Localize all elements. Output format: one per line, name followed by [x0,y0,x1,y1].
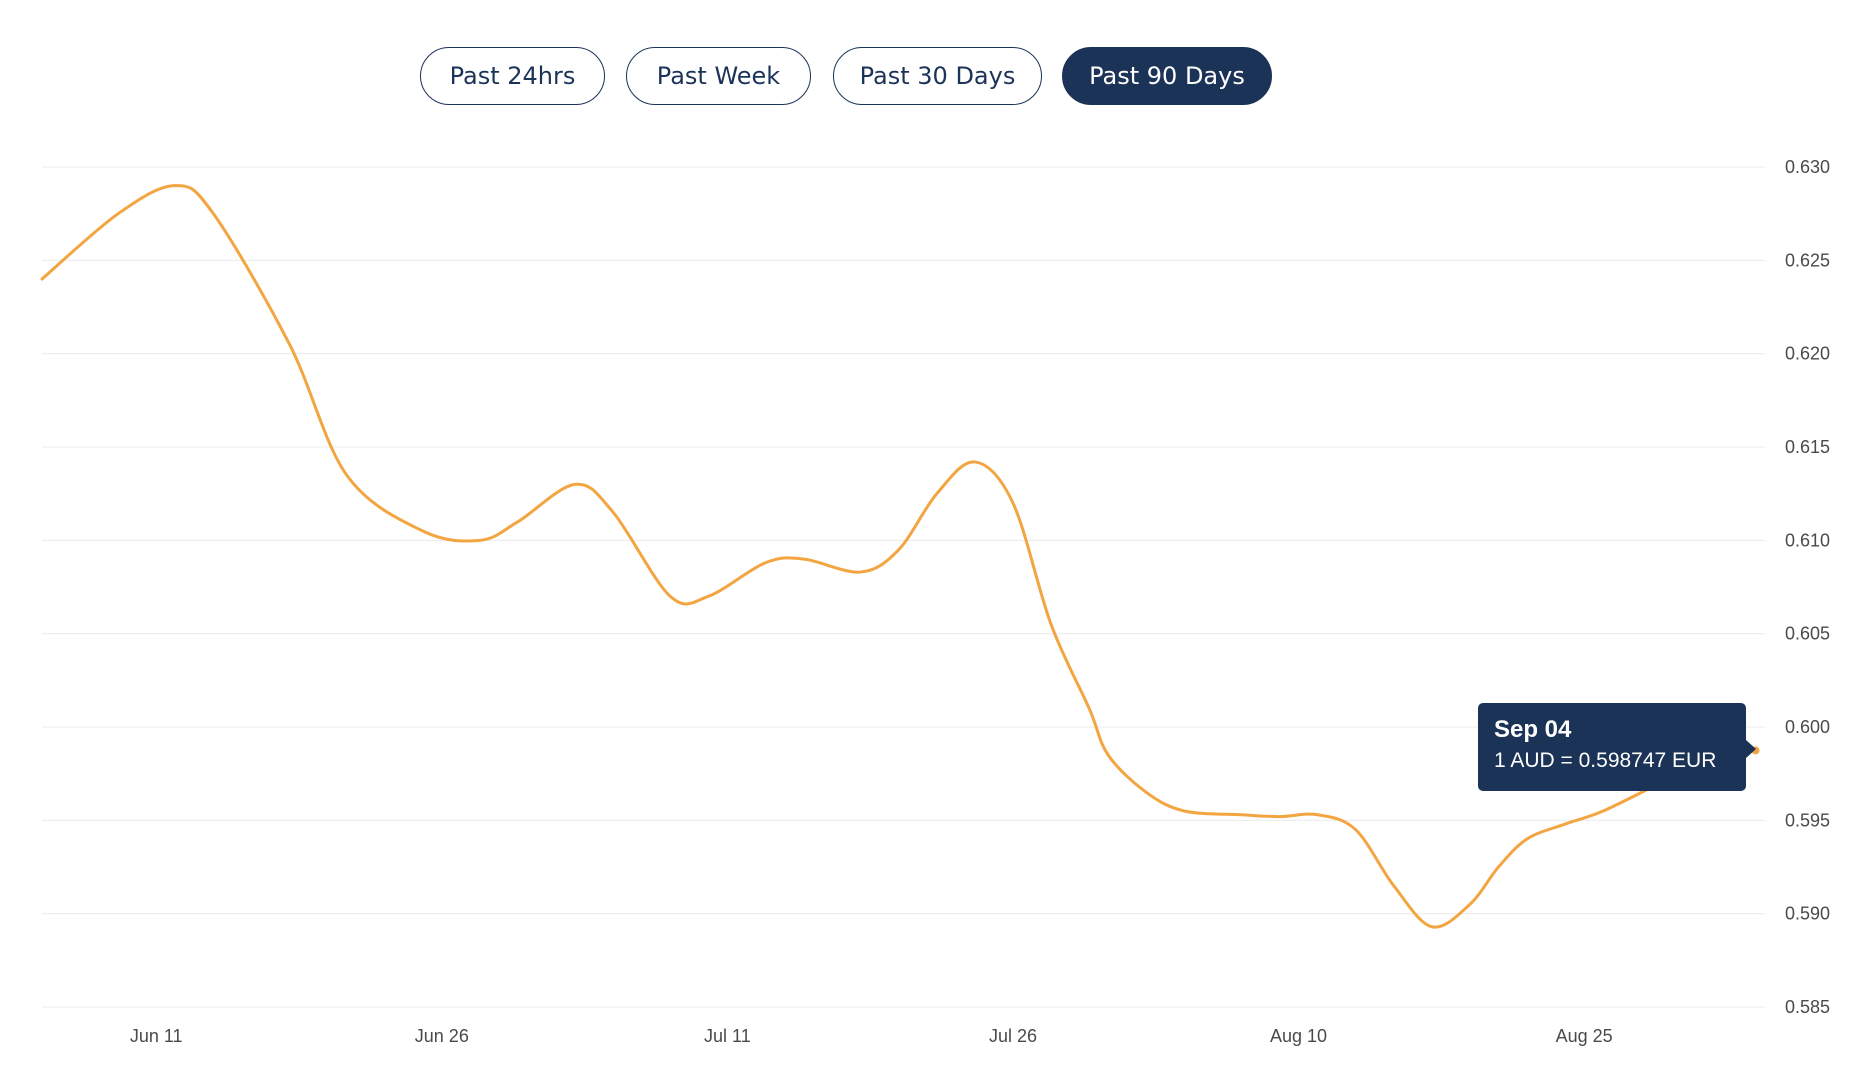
x-tick-label: Aug 25 [1556,1026,1613,1046]
y-tick-label: 0.610 [1785,530,1830,550]
range-selector: Past 24hrs Past Week Past 30 Days Past 9… [420,47,1435,107]
y-tick-label: 0.620 [1785,344,1830,364]
x-tick-label: Aug 10 [1270,1026,1327,1046]
x-tick-label: Jun 26 [415,1026,469,1046]
x-tick-label: Jul 26 [989,1026,1037,1046]
y-tick-label: 0.625 [1785,250,1830,270]
x-tick-label: Jun 11 [130,1026,183,1046]
y-tick-label: 0.595 [1785,810,1830,830]
range-tab-90-days[interactable]: Past 90 Days [1062,47,1272,105]
y-tick-label: 0.600 [1785,717,1830,737]
series-line-aud-eur [40,184,1757,929]
chart-tooltip: Sep 04 1 AUD = 0.598747 EUR [1478,703,1756,791]
y-tick-label: 0.615 [1785,437,1830,457]
tooltip-date: Sep 04 [1494,716,1572,743]
range-tab-24hrs[interactable]: Past 24hrs [420,47,605,105]
tooltip-value: 1 AUD = 0.598747 EUR [1494,749,1717,772]
range-tab-week[interactable]: Past Week [626,47,811,105]
y-tick-label: 0.585 [1785,997,1830,1017]
x-tick-label: Jul 11 [704,1026,751,1046]
y-tick-label: 0.590 [1785,904,1830,924]
y-tick-label: 0.605 [1785,624,1830,644]
range-tab-30-days[interactable]: Past 30 Days [833,47,1042,105]
y-tick-label: 0.630 [1785,157,1830,177]
